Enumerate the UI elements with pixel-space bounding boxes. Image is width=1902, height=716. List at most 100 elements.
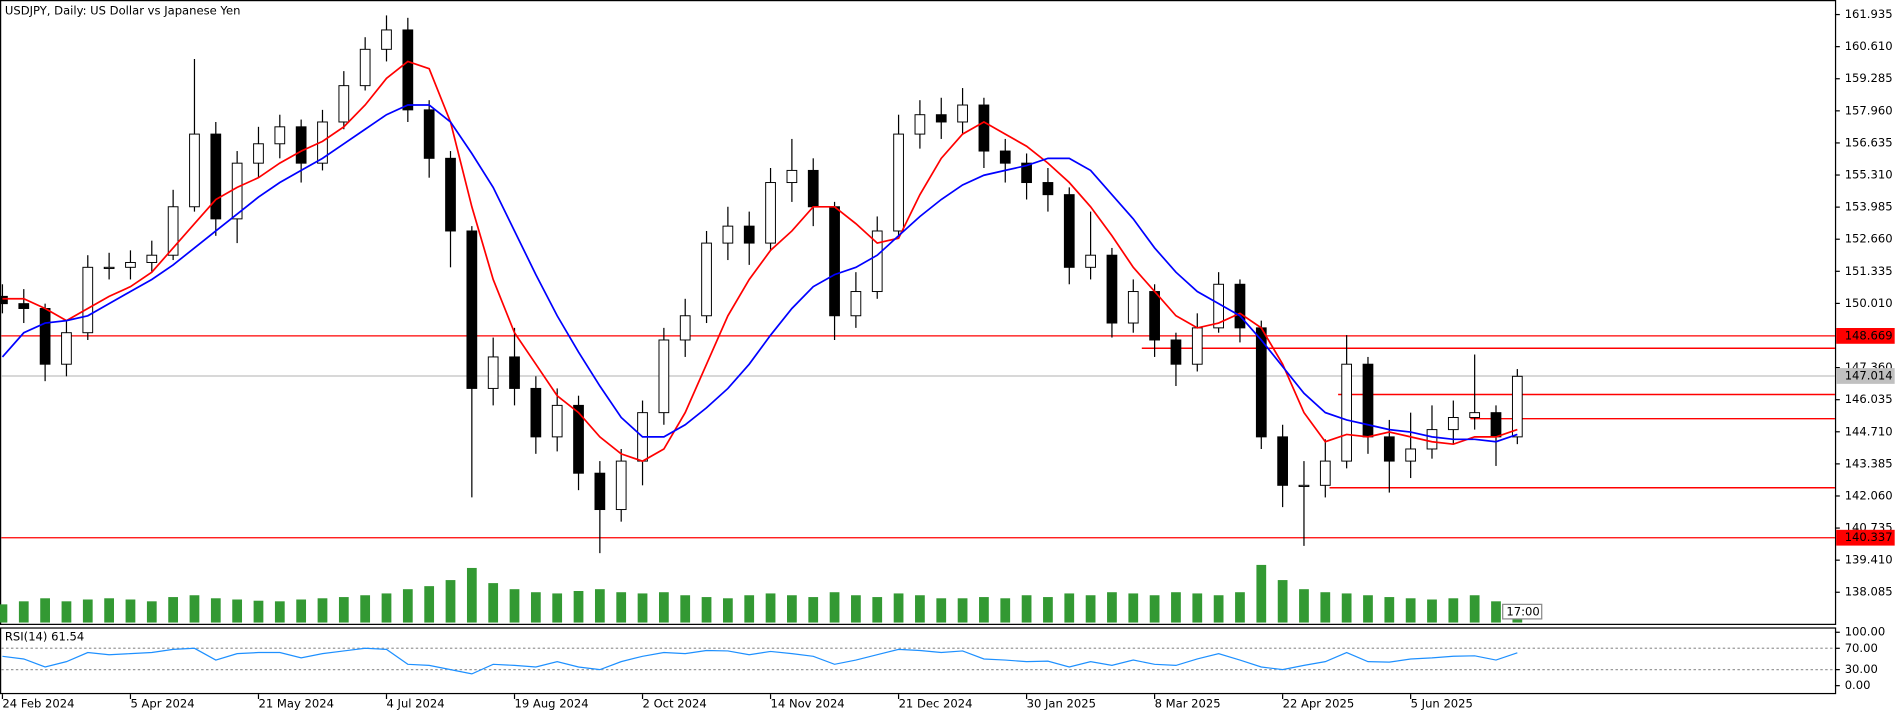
candle-body (125, 261, 136, 268)
price-tag: 147.014 (1845, 368, 1893, 382)
volume-bar (1427, 599, 1437, 623)
y-tick-label: 138.085 (1845, 585, 1893, 599)
moving-average (1, 104, 1518, 443)
rsi-title: RSI(14) 61.54 (5, 630, 84, 644)
volume-bar (1405, 598, 1416, 623)
volume-bar (1085, 595, 1096, 623)
main-panel (0, 0, 1837, 625)
candle-body (615, 460, 627, 511)
y-tick-label: 157.960 (1845, 103, 1893, 117)
candles (0, 15, 1523, 554)
candle-body (1170, 339, 1182, 365)
candle-body (189, 133, 200, 208)
volume-bar (552, 593, 563, 623)
candle-body (594, 472, 606, 511)
x-tick-label: 5 Apr 2024 (130, 696, 194, 710)
volume-bar (18, 601, 29, 623)
volume-bar (658, 592, 669, 623)
candle-body (1298, 484, 1310, 488)
candle-body (1511, 375, 1523, 438)
x-tick-label: 30 Jan 2025 (1027, 696, 1096, 710)
volume-bar (338, 597, 349, 623)
y-tick-label: 152.660 (1845, 232, 1893, 246)
volume-bar (445, 580, 456, 623)
y-tick-label: 144.710 (1845, 424, 1893, 438)
y-tick-label: 155.310 (1845, 168, 1893, 182)
candle-body (1127, 291, 1139, 324)
x-tick-label: 19 Aug 2024 (515, 696, 589, 710)
candle-body (1063, 194, 1075, 268)
candle-body (1021, 162, 1032, 184)
volume-bar (594, 589, 605, 623)
volume-bar (274, 601, 285, 623)
candle-body (893, 133, 904, 232)
volume-bar (381, 593, 392, 623)
candle-body (1469, 412, 1481, 418)
candle-body (786, 169, 798, 184)
y-tick-label: 151.335 (1845, 264, 1893, 278)
volume-bar (1320, 592, 1331, 623)
volume-bar (317, 598, 328, 623)
volume (0, 564, 1523, 623)
x-tick-label: 21 May 2024 (258, 696, 333, 710)
candle-body (1149, 291, 1160, 341)
volume-bar (424, 586, 435, 623)
candle-body (701, 242, 712, 317)
volume-bar (1448, 598, 1459, 623)
candle-body (487, 356, 499, 389)
volume-bar (573, 591, 584, 623)
volume-bar (1213, 595, 1224, 623)
candle-body (573, 404, 584, 474)
candle-body (1085, 254, 1096, 268)
candle-body (850, 291, 862, 317)
volume-bar (104, 598, 114, 623)
candle-body (1341, 363, 1353, 462)
volume-bar (189, 595, 200, 623)
candle-body (509, 356, 520, 389)
x-tick-label: 21 Dec 2024 (899, 696, 973, 710)
x-tick-label: 24 Feb 2024 (2, 696, 74, 710)
rsi-line (2, 647, 1518, 675)
candle-body (829, 206, 840, 317)
volume-bar (872, 597, 883, 623)
volume-bar (1107, 592, 1117, 623)
candle-body (722, 225, 734, 244)
y-tick-label: 139.410 (1845, 553, 1893, 567)
candle-body (999, 150, 1011, 164)
x-tick-label: 8 Mar 2025 (1155, 696, 1221, 710)
volume-bar (829, 592, 840, 623)
volume-bar (1384, 597, 1395, 623)
x-tick-label: 4 Jul 2024 (386, 696, 444, 710)
volume-bar (1469, 595, 1480, 623)
volume-bar (680, 595, 691, 623)
rsi-tick-label: 100.00 (1845, 625, 1886, 639)
candle-body (253, 143, 264, 164)
volume-bar (146, 601, 157, 623)
volume-bar (1491, 601, 1501, 623)
volume-bar (1235, 592, 1245, 623)
volume-bar (168, 597, 179, 623)
volume-bar (851, 595, 861, 623)
candle-body (466, 230, 478, 389)
y-tick-label: 150.010 (1845, 296, 1893, 310)
volume-bar (509, 589, 520, 623)
volume-bar (1341, 593, 1352, 623)
x-tick-label: 14 Nov 2024 (771, 696, 845, 710)
volume-bar (466, 567, 477, 623)
volume-bar (1149, 595, 1160, 623)
rsi-tick-label: 30.00 (1845, 662, 1878, 676)
volume-bar (915, 595, 925, 623)
volume-bar (61, 601, 72, 623)
volume-bar (744, 595, 755, 623)
candle-body (61, 332, 72, 365)
volume-bar (402, 589, 413, 623)
y-tick-label: 160.610 (1845, 39, 1893, 53)
candle-body (210, 133, 222, 220)
candle-body (1319, 460, 1331, 486)
volume-bar (1192, 593, 1203, 623)
candle-body (530, 387, 542, 438)
volume-bar (296, 599, 307, 623)
volume-bar (1363, 595, 1373, 623)
volume-bar (360, 595, 371, 623)
